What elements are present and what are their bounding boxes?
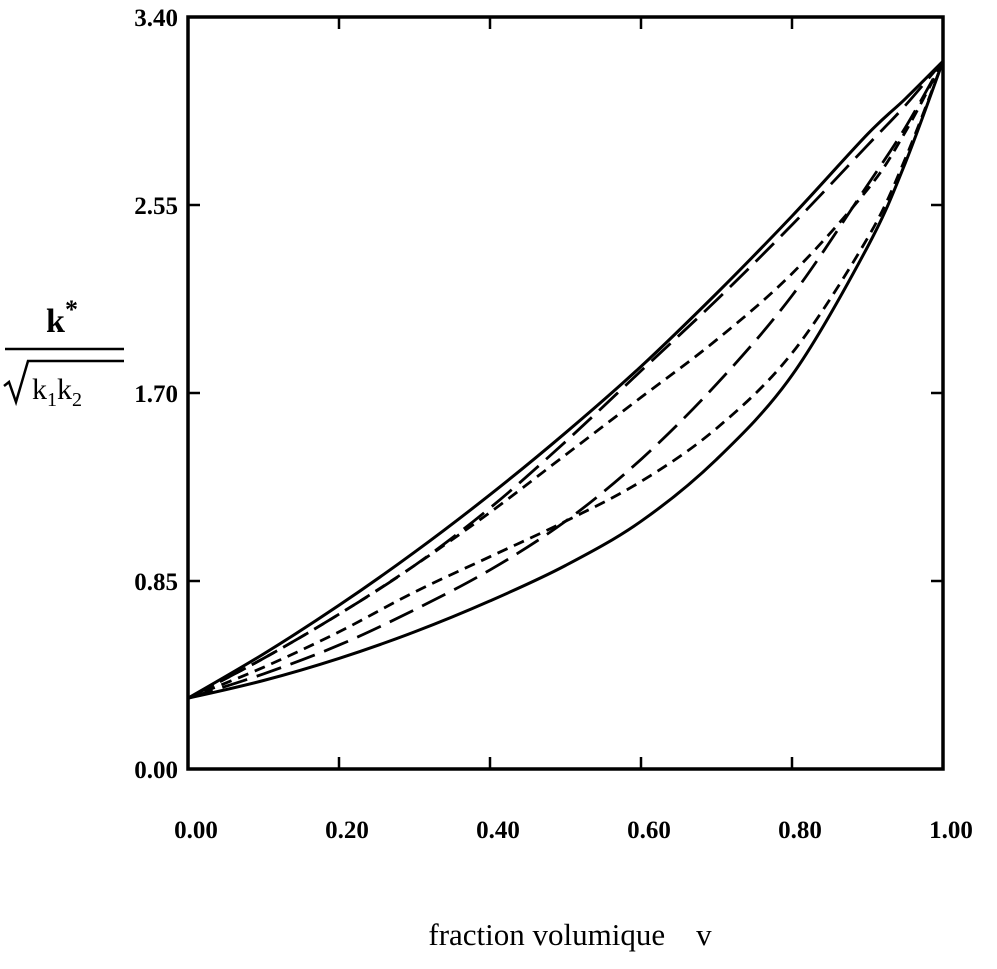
y-tick-label: 0.00: [134, 757, 178, 784]
plot-area: [186, 15, 945, 771]
series-line-4: [187, 60, 945, 700]
svg-text:k*: k*: [46, 295, 78, 340]
ticks-layer: 0.00 0.20 0.40 0.60 0.80 1.00 0.00 0.85 1.70 2.55…: [134, 5, 973, 844]
y-label-sqrt-sign: [3, 359, 124, 407]
x-tick-label: 0.40: [476, 817, 520, 844]
y-label-k2: k: [57, 373, 72, 406]
y-tick-label: 0.85: [134, 569, 178, 596]
series-line-1: [187, 60, 945, 700]
y-tick-label: 1.70: [134, 381, 178, 408]
y-label-numerator: k: [46, 303, 65, 340]
series-line-3: [187, 60, 945, 700]
svg-text:k1k2: k1k2: [32, 373, 82, 411]
y-label-k1-sub: 1: [47, 389, 57, 411]
x-tick-label: 0.20: [325, 817, 369, 844]
x-tick-label: 0.60: [627, 817, 671, 844]
series-layer: [187, 60, 945, 700]
y-tick-label: 3.40: [134, 5, 178, 32]
x-axis-title: fraction volumique v: [428, 917, 712, 952]
y-label-numerator-sup: *: [65, 295, 78, 324]
x-tick-label: 1.00: [929, 817, 973, 844]
x-tick-label: 0.00: [174, 817, 218, 844]
x-tick-label: 0.80: [778, 817, 822, 844]
series-line-2: [187, 60, 945, 700]
y-axis-title: k* k1k2: [3, 295, 124, 411]
y-label-k2-sub: 2: [72, 389, 82, 411]
series-line-6: [187, 60, 945, 700]
y-label-k1: k: [32, 373, 47, 406]
plot-frame: [186, 15, 945, 771]
y-tick-label: 2.55: [134, 193, 178, 220]
series-line-5: [187, 60, 945, 700]
